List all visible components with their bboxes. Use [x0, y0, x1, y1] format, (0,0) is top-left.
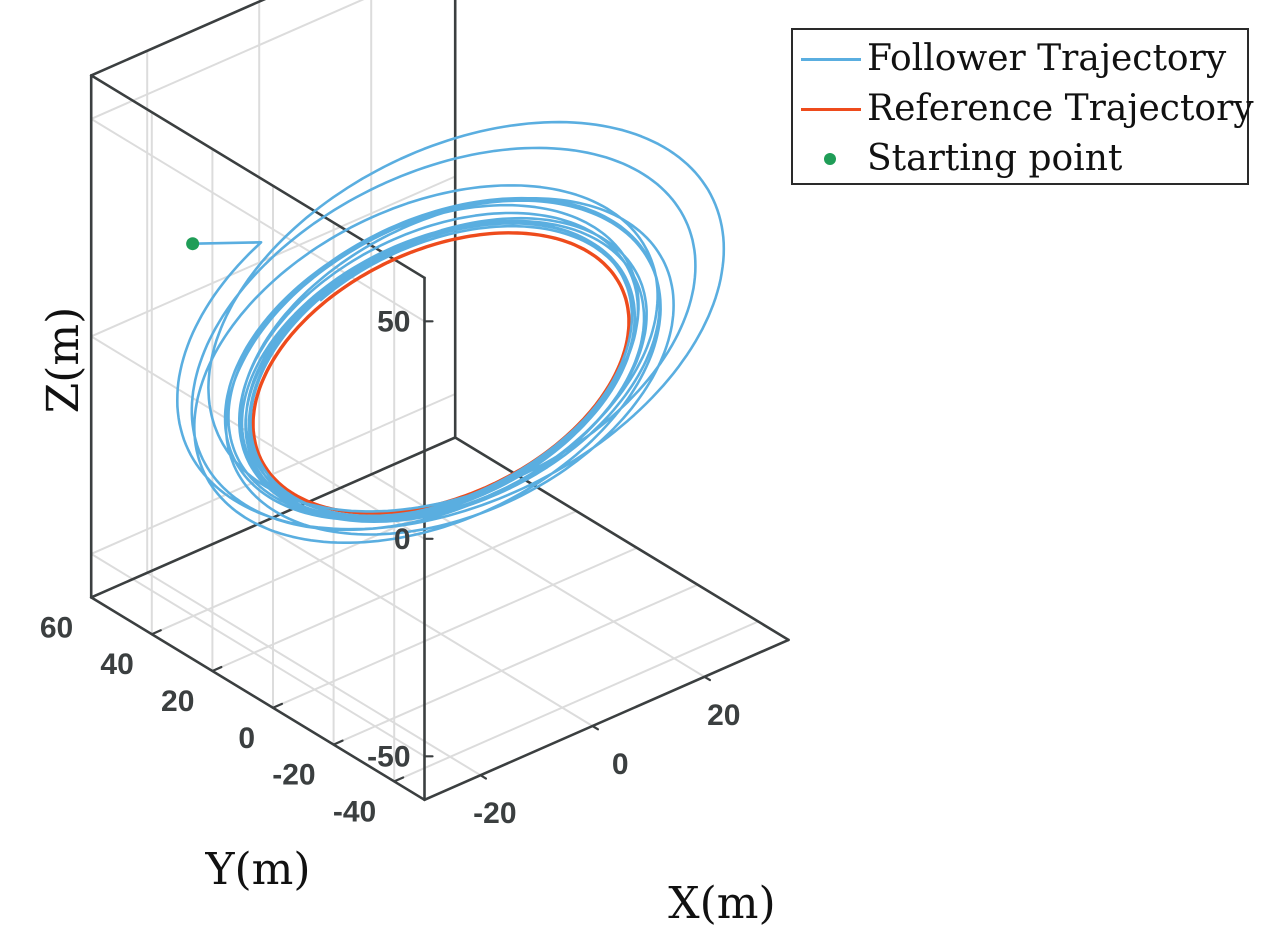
y-axis-label: Y(m) [204, 844, 310, 895]
z-tick-label: -50 [367, 740, 410, 773]
y-tick-label: 60 [40, 611, 73, 644]
grid-line-z [90, 552, 426, 758]
x-tick-label: 20 [707, 699, 740, 732]
legend-swatch-reference [801, 108, 861, 111]
grid-line-z [90, 117, 426, 323]
legend-swatch-follower [801, 58, 861, 61]
y-tick [393, 776, 405, 783]
grid-line-z [90, 393, 457, 555]
y-tick-label: -40 [333, 795, 376, 828]
tick-labels: -50 0 50 -40 -20 0 20 40 60 -20 0 20 [40, 305, 741, 830]
z-axis-label: Z(m) [38, 307, 89, 414]
y-tick [271, 702, 284, 709]
reference-trajectory-line [251, 231, 631, 515]
grid-line-y [393, 620, 760, 783]
axis-edge [89, 0, 267, 77]
y-tick-label: 0 [238, 722, 255, 755]
y-tick [150, 629, 162, 636]
y-tick-label: 20 [161, 685, 194, 718]
legend-item-start: Starting point [793, 134, 1247, 184]
axis-edge [89, 596, 426, 802]
legend-swatch-start [824, 153, 836, 165]
x-tick-label: -20 [473, 797, 516, 830]
y-tick [332, 739, 344, 746]
legend-item-reference: Reference Trajectory [793, 84, 1254, 134]
y-tick-label: -20 [272, 759, 315, 792]
grid-line-y [211, 510, 578, 672]
axis-edge [453, 436, 790, 642]
starting-point-marker [186, 237, 200, 251]
axis-edge [423, 638, 790, 802]
grid-line-x [370, 473, 706, 678]
grid-line-y [332, 583, 699, 746]
z-tick-label: 50 [377, 305, 410, 338]
axis-edge [89, 74, 426, 280]
grid-line-y [272, 546, 638, 709]
legend-label-follower: Follower Trajectory [867, 38, 1227, 79]
grid-line-z [90, 0, 365, 120]
x-axis-label: X(m) [668, 878, 775, 929]
legend-item-follower: Follower Trajectory [793, 34, 1247, 84]
x-tick [479, 774, 488, 780]
x-tick-label: 0 [612, 748, 629, 781]
y-tick-label: 40 [100, 648, 133, 681]
legend-label-start: Starting point [867, 138, 1123, 179]
z-tick-label: 0 [394, 523, 411, 556]
x-tick [703, 675, 712, 682]
follower-trajectory-line [176, 120, 726, 544]
data-series [176, 120, 726, 544]
grid-line-x [258, 522, 594, 727]
x-tick [591, 724, 600, 731]
legend: Follower Trajectory Reference Trajectory… [791, 28, 1254, 185]
grid-line-x [146, 571, 482, 777]
y-tick [211, 665, 223, 673]
y-tick [90, 592, 102, 599]
legend-label-reference: Reference Trajectory [867, 88, 1254, 129]
